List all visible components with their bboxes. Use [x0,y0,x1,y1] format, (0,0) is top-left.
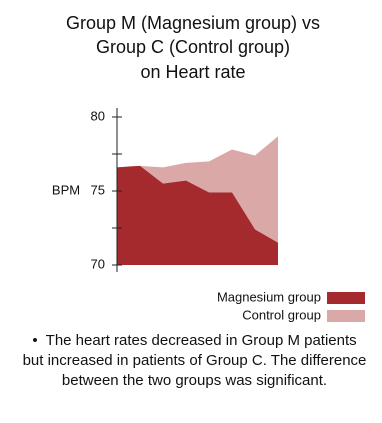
chart-title: Group M (Magnesium group) vs [66,13,320,33]
legend-swatch [327,310,365,322]
y-axis-label: BPM [52,182,80,197]
y-tick-label: 75 [91,182,105,197]
chart-title: on Heart rate [140,62,245,82]
legend-swatch [327,292,365,304]
y-tick-label: 70 [91,256,105,271]
legend-label: Magnesium group [217,289,321,304]
legend-label: Control group [242,307,321,322]
area [117,165,278,265]
note-text: The heart rates decreased in Group M pat… [22,332,367,389]
y-tick-label: 80 [91,108,105,123]
note: • The heart rates decreased in Group M p… [22,332,367,389]
chart-title: Group C (Control group) [96,37,290,57]
